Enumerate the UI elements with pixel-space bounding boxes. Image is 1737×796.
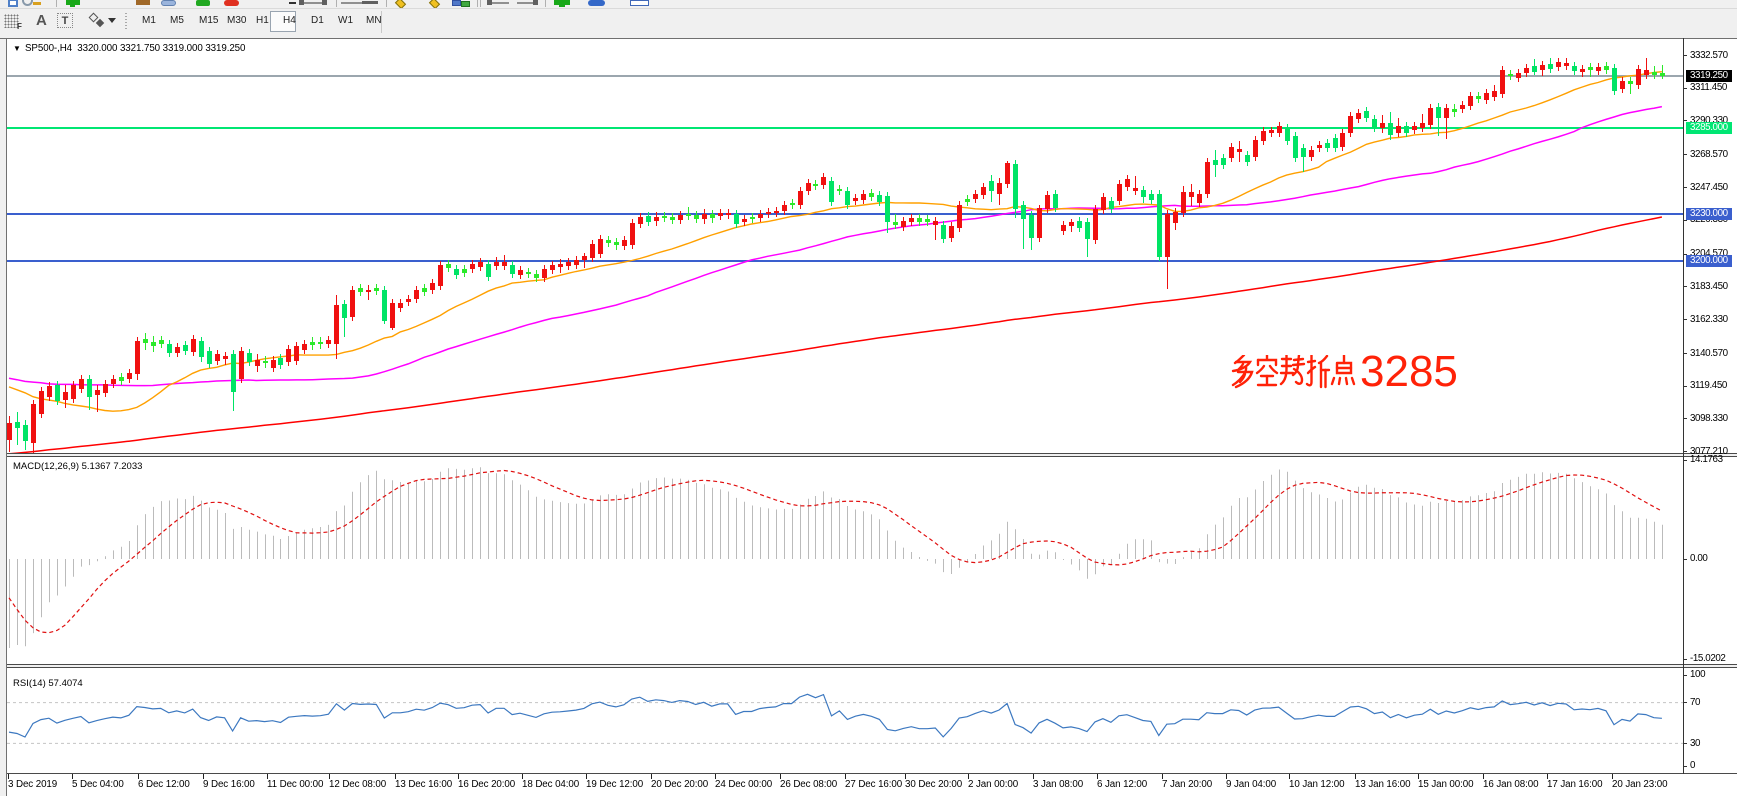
- svg-text:3285: 3285: [1360, 355, 1458, 389]
